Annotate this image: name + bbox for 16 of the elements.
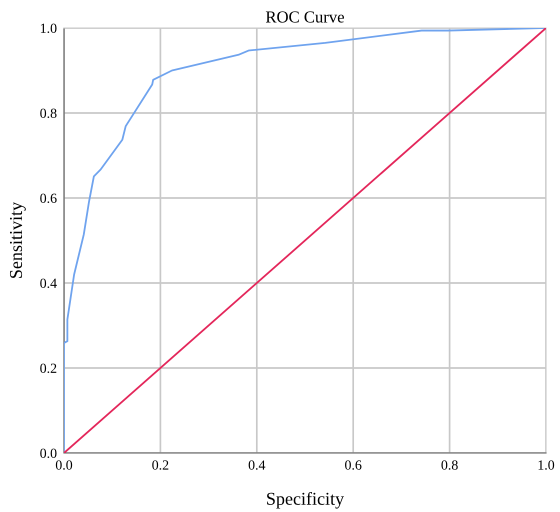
- x-tick-label: 0.8: [441, 460, 458, 470]
- x-tick-label: 0.4: [248, 460, 266, 470]
- x-tick-label: 1.0: [538, 460, 554, 470]
- y-axis-title: Sensitivity: [10, 202, 26, 278]
- x-tick-label: 0.2: [152, 460, 168, 470]
- y-tick-label: 0.8: [40, 108, 57, 118]
- x-tick-label: 0.6: [345, 460, 362, 470]
- x-tick-label: 0.0: [56, 460, 72, 470]
- chart-title: ROC Curve: [266, 11, 344, 23]
- y-tick-label: 0.0: [40, 448, 57, 458]
- line-series: [64, 28, 546, 453]
- y-tick-label: 0.2: [40, 364, 56, 374]
- y-tick-label: 0.4: [40, 278, 57, 288]
- y-tick-label: 1.0: [40, 24, 57, 34]
- y-tick-label: 0.6: [40, 194, 57, 204]
- x-axis-title: Specificity: [267, 492, 344, 509]
